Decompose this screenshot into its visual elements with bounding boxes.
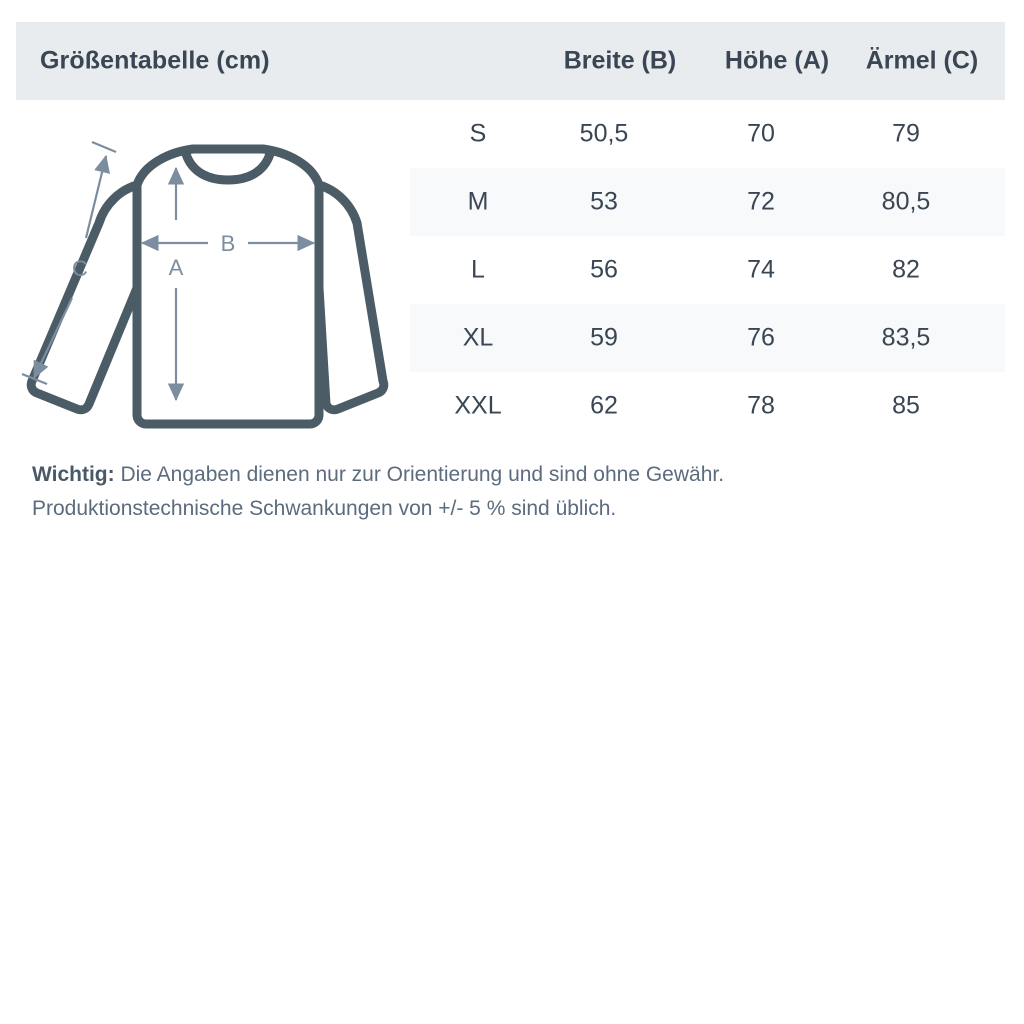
footnote-lead: Wichtig: xyxy=(32,463,115,486)
cell-hoehe: 76 xyxy=(747,323,775,352)
cell-aermel: 82 xyxy=(892,255,920,284)
cell-aermel: 79 xyxy=(892,119,920,148)
cell-aermel: 80,5 xyxy=(881,187,931,216)
measure-b-label: B xyxy=(221,231,236,256)
column-header-hoehe: Höhe (A) xyxy=(724,46,830,75)
cell-breite: 50,5 xyxy=(579,119,629,148)
sweater-outline xyxy=(26,144,389,429)
column-header-aermel: Ärmel (C) xyxy=(865,46,979,75)
measure-c-arrow xyxy=(21,140,117,386)
cell-breite: 53 xyxy=(590,187,618,216)
table-row: L 56 74 82 xyxy=(410,236,1005,304)
cell-aermel: 83,5 xyxy=(881,323,931,352)
cell-hoehe: 70 xyxy=(747,119,775,148)
table-row: M 53 72 80,5 xyxy=(410,168,1005,236)
cell-size: M xyxy=(467,187,489,216)
size-chart: Größentabelle (cm) Breite (B) Höhe (A) Ä… xyxy=(16,22,1005,526)
measure-a-label: A xyxy=(169,255,184,280)
cell-size: XL xyxy=(462,323,494,352)
cell-size: L xyxy=(471,255,485,284)
footnote-line-2: Produktionstechnische Schwankungen von +… xyxy=(32,497,617,520)
page-title: Größentabelle (cm) xyxy=(40,46,270,75)
table-row: S 50,5 70 79 xyxy=(410,100,1005,168)
garment-measurement-diagram: B A C xyxy=(20,128,410,433)
cell-aermel: 85 xyxy=(892,391,920,420)
column-header-breite: Breite (B) xyxy=(563,46,677,75)
cell-size: XXL xyxy=(454,391,502,420)
footnote: Wichtig: Die Angaben dienen nur zur Orie… xyxy=(32,458,992,526)
footnote-line-1: Die Angaben dienen nur zur Orientierung … xyxy=(114,463,725,486)
table-row: XXL 62 78 85 xyxy=(410,372,1005,440)
cell-breite: 59 xyxy=(590,323,618,352)
cell-hoehe: 78 xyxy=(747,391,775,420)
cell-hoehe: 72 xyxy=(747,187,775,216)
cell-breite: 62 xyxy=(590,391,618,420)
size-table: S 50,5 70 79 M 53 72 80,5 L 56 74 82 XL … xyxy=(410,100,1005,440)
cell-size: S xyxy=(469,119,487,148)
measure-c-label: C xyxy=(72,256,88,281)
cell-hoehe: 74 xyxy=(747,255,775,284)
table-row: XL 59 76 83,5 xyxy=(410,304,1005,372)
table-header-band: Größentabelle (cm) Breite (B) Höhe (A) Ä… xyxy=(16,22,1005,100)
cell-breite: 56 xyxy=(590,255,618,284)
